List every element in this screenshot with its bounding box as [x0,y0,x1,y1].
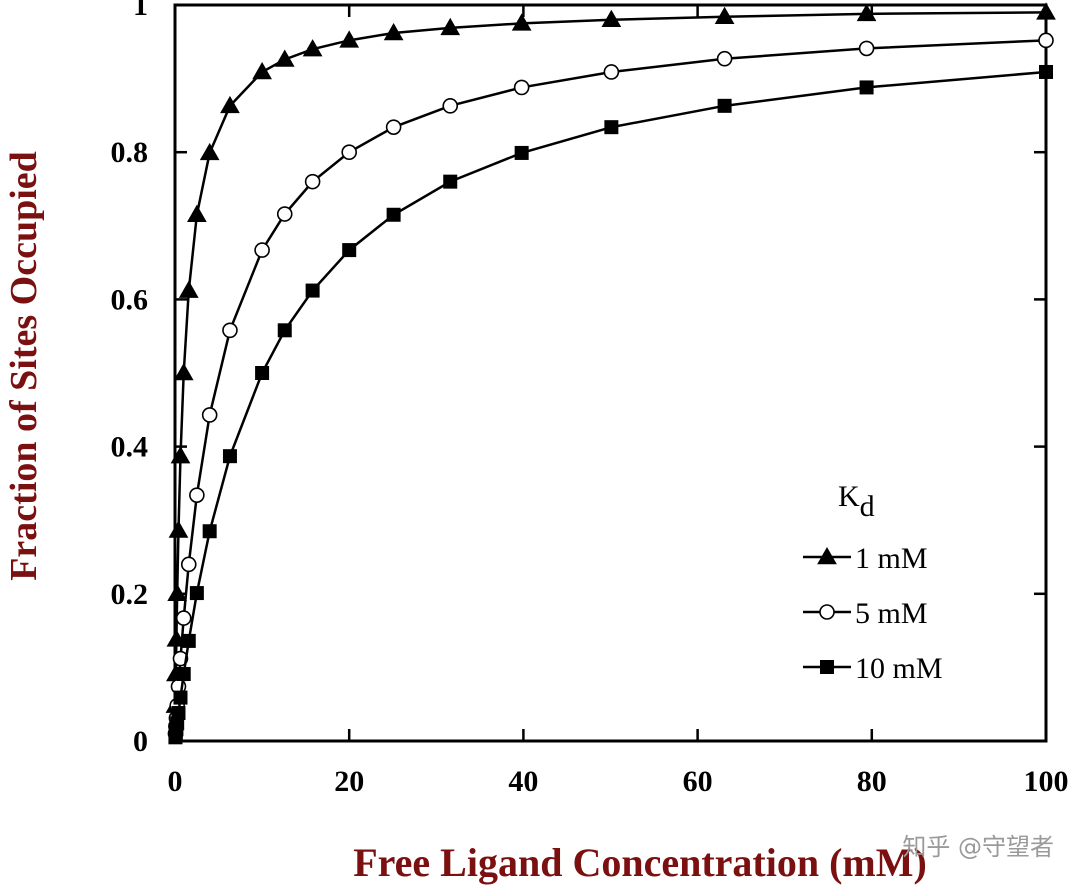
y-axis-title: Fraction of Sites Occupied [3,151,45,581]
data-point-square [189,586,204,601]
data-point-triangle [856,3,877,22]
x-axis-title: Free Ligand Concentration (mM) [353,840,927,885]
x-tick-label: 100 [1024,765,1069,798]
y-tick-label: 0.6 [111,283,149,316]
data-point-circle [175,610,192,626]
series-line [173,70,1047,742]
legend-entry: 10 mM [803,652,943,685]
data-point-square [277,323,292,338]
data-point-circle [858,40,875,57]
data-point-square [222,449,237,464]
data-point-triangle [511,13,532,31]
axis-ticks: 0 20 40 60 80 100 0 0.2 0.4 0.6 0.8 1 [111,0,1069,798]
legend-label: 5 mM [855,597,928,630]
legend-entry: 1 mM [803,542,928,575]
legend: Kd 1 mM 5 mM 10 mM [803,480,943,685]
data-point-triangle [187,204,207,223]
x-tick-label: 20 [334,765,364,798]
y-tick-label: 1 [133,0,148,22]
data-point-triangle [199,142,220,161]
data-point-square [859,80,874,95]
series-layer [165,2,1056,745]
data-point-circle [276,206,293,222]
y-tick-label: 0.8 [111,136,149,169]
data-point-circle [341,144,358,160]
data-point-circle [603,64,620,80]
data-point-triangle [170,446,191,464]
data-point-triangle [252,61,272,80]
data-point-circle [819,604,835,620]
series-open-circle [167,32,1054,742]
data-point-triangle [274,49,295,67]
data-point-square [305,283,320,298]
data-point-square [386,207,401,222]
data-point-triangle [383,22,404,41]
data-point-circle [222,322,238,339]
data-point-triangle [167,583,188,602]
x-tick-label: 0 [168,765,183,798]
data-point-circle [189,487,205,503]
watermark: 知乎 @守望者 [902,833,1054,861]
plot-frame [173,3,1048,743]
legend-entry: 5 mM [803,597,928,630]
data-point-square [181,633,196,648]
y-tick-label: 0 [133,725,148,758]
data-point-triangle [601,9,622,27]
data-point-circle [180,556,197,573]
x-tick-label: 60 [683,765,713,798]
data-point-square [717,98,732,113]
data-point-circle [201,407,218,423]
data-point-square [342,243,357,258]
data-point-triangle [168,520,189,538]
legend-title-subscript: d [860,490,875,523]
data-point-circle [1038,32,1054,49]
y-tick-label: 0.4 [111,431,149,464]
data-point-square [176,667,191,682]
series-filled-square [168,64,1053,745]
data-point-triangle [178,280,199,298]
data-point-circle [172,650,189,667]
legend-label: 1 mM [855,542,928,575]
data-point-square [202,524,217,539]
data-point-triangle [339,30,360,48]
data-point-triangle [1036,2,1056,20]
data-point-triangle [440,17,461,36]
data-point-circle [442,98,459,114]
data-point-square [255,366,270,380]
legend-label: 10 mM [855,652,943,685]
data-point-square [173,690,188,705]
data-point-circle [513,79,530,96]
data-point-triangle [817,546,837,565]
data-point-circle [254,242,270,258]
legend-title-k: K [838,480,860,513]
data-point-triangle [220,95,240,114]
data-point-square [514,145,529,160]
data-point-circle [304,173,321,190]
data-point-square [604,120,619,135]
data-point-circle [716,50,733,67]
data-point-triangle [173,362,194,381]
data-point-triangle [302,39,323,57]
legend-title: Kd [838,480,875,523]
series-line [173,39,1047,742]
x-tick-label: 40 [508,765,538,798]
data-point-square [820,660,834,674]
series-triangle [165,2,1056,742]
data-point-square [171,706,186,721]
y-tick-label: 0.2 [111,578,149,611]
legend-entries: 1 mM 5 mM 10 mM [803,542,943,685]
data-point-square [1039,64,1053,79]
x-tick-label: 80 [857,765,887,798]
data-point-triangle [714,6,735,25]
data-point-square [443,174,458,189]
data-point-circle [385,119,402,135]
